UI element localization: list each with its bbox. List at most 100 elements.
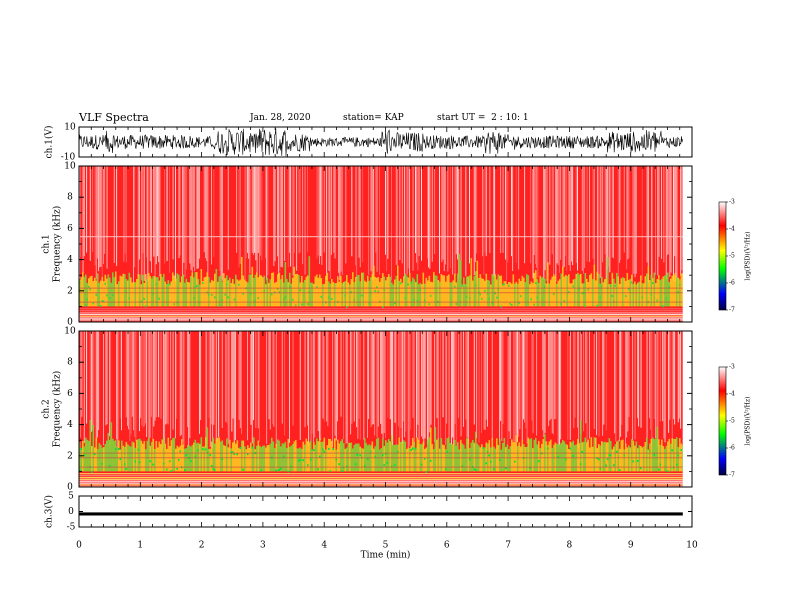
spectrogram-ch1-streak (319, 166, 320, 264)
spectrogram-ch1-lowband (583, 283, 585, 307)
spectrogram-ch1-lowband-spot (508, 284, 510, 287)
spectrogram-ch1-lowband (97, 273, 99, 307)
spectrogram-ch1-lowband (595, 280, 597, 307)
spectrogram-ch2-lowband (658, 439, 660, 472)
spectrogram-ch2-streak (176, 331, 178, 419)
spectrogram-ch1-lowband (103, 281, 105, 307)
spectrogram-ch2-lowband (185, 448, 188, 472)
spectrogram-ch2-streak (98, 331, 100, 430)
spectrogram-ch1-lowband (571, 283, 573, 307)
spectrogram-ch1-lowband (599, 283, 602, 307)
spectrogram-ch1-lowband (326, 272, 329, 307)
spectrogram-ch1-lowband (488, 280, 491, 307)
spectrogram-ch2-freq-line (79, 476, 683, 479)
spectrogram-ch2-lowband (224, 446, 227, 472)
spectrogram-ch1-lowband-spot (530, 298, 532, 301)
spectrogram-ch1-lowband-spot (665, 297, 667, 300)
spectrogram-ch1-streak (265, 166, 266, 259)
spectrogram-ch2-lowband (110, 422, 113, 472)
spectrogram-ch2-lowband (613, 446, 615, 472)
spectrogram-ch2-streak (417, 331, 419, 425)
spectrogram-ch1-lowband (131, 282, 134, 307)
spectrogram-ch2-streak (586, 331, 588, 444)
spectrogram-ch2-streak (638, 331, 640, 427)
spectrogram-ch2-lowband-spot (616, 450, 618, 453)
spectrogram-ch1-streak (607, 166, 608, 271)
spectrogram-ch2-lowband-spot (275, 469, 277, 472)
spectrogram-ch2-lowband-spot (359, 454, 361, 457)
spectrogram-ch1-lowband (347, 282, 350, 307)
spectrogram-ch1-streak (530, 166, 532, 264)
spectrogram-ch1-streak (100, 166, 102, 267)
spectrogram-ch1-streak (279, 166, 281, 271)
spectrogram-ch2-lowband (587, 439, 590, 472)
spectrogram-ch1-streak (604, 166, 606, 255)
spectrogram-ch2-streak (381, 331, 383, 434)
spectrogram-ch2-lowband (88, 440, 90, 472)
spectrogram-ch1-lowband-spot (404, 296, 406, 299)
spectrogram-ch2-lowband (140, 440, 143, 472)
spectrogram-ch2-streak (164, 331, 166, 444)
spectrogram-ch1-lowband (199, 284, 201, 307)
spectrogram-ch2-lowband (257, 440, 260, 472)
spectrogram-ch2-streak (416, 331, 418, 438)
spectrogram-ch1-lowband (530, 281, 533, 307)
spectrogram-ch2-lowband (646, 437, 648, 472)
spectrogram-ch1-lowband-spot (104, 282, 106, 285)
spectrogram-ch2-streak (345, 331, 347, 444)
time-axis (78, 127, 693, 527)
spectrogram-ch1-lowband-spot (488, 298, 490, 300)
spectrogram-ch2-lowband-spot (280, 467, 282, 470)
spectrogram-ch2-colorbar-tick-label: -4 (729, 391, 735, 398)
spectrogram-ch1-lowband (152, 276, 155, 307)
spectrogram-ch1-lowband (641, 283, 644, 307)
spectrogram-ch2-lowband (209, 448, 212, 472)
spectrogram-ch1-lowband (674, 273, 677, 307)
spectrogram-ch1-lowband-spot (277, 287, 279, 290)
spectrogram-ch2-streak (451, 331, 452, 445)
spectrogram-ch1-streak (247, 166, 248, 253)
spectrogram-ch2-lowband (274, 448, 276, 472)
spectrogram-ch1-lowband (580, 273, 582, 307)
spectrogram-ch2-streak (143, 331, 145, 427)
spectrogram-ch1-streak (106, 166, 108, 269)
spectrogram-ch2-lowband (458, 449, 461, 472)
spectrogram-ch2-streak (573, 331, 575, 428)
spectrogram-ch1-lowband-spot (394, 302, 396, 305)
spectrogram-ch2-lowband (586, 442, 588, 472)
spectrogram-ch2-colorbar-tick-label: -7 (729, 472, 735, 479)
spectrogram-ch2-lowband-spot (610, 454, 612, 457)
spectrogram-ch1-lowband (404, 273, 407, 307)
spectrogram-ch1-lowband (386, 277, 389, 307)
spectrogram-ch1-lowband (419, 282, 422, 307)
spectrogram-ch1-streak (421, 166, 422, 261)
spectrogram-ch1-streak (489, 166, 491, 254)
spectrogram-ch1-streak (439, 166, 440, 274)
spectrogram-ch1-streak (277, 166, 278, 257)
spectrogram-ch1-lowband (262, 277, 264, 307)
spectrogram-ch2-lowband (130, 446, 132, 472)
spectrogram-ch2-lowband (85, 437, 87, 472)
spectrogram-ch2-lowband (229, 439, 231, 472)
spectrogram-ch2-lowband (607, 442, 609, 472)
spectrogram-ch2-lowband (334, 438, 336, 472)
spectrogram-ch1-streak (290, 166, 292, 267)
spectrogram-ch1-lowband (508, 282, 510, 307)
spectrogram-ch1-lowband (248, 274, 251, 307)
spectrogram-ch2-lowband (236, 440, 239, 472)
spectrogram-ch1-lowband (388, 274, 390, 307)
spectrogram-ch2-lowband (539, 448, 542, 472)
spectrogram-ch2-lowband (352, 448, 354, 472)
spectrogram-ch1-streak (261, 166, 263, 261)
spectrogram-ch2-lowband (181, 439, 183, 472)
spectrogram-ch2-lowband-spot (673, 466, 675, 469)
spectrogram-ch1-streak (620, 166, 622, 261)
spectrogram-ch2-streak (580, 331, 582, 435)
spectrogram-ch2-lowband (344, 448, 347, 472)
spectrogram-ch1-streak (260, 166, 262, 256)
spectrogram-ch1-lowband (193, 277, 195, 307)
spectrogram-ch2-streak (211, 331, 212, 425)
spectrogram-ch2-colorbar-tick-label: -6 (729, 445, 735, 452)
spectrogram-ch2-lowband (611, 449, 614, 472)
spectrogram-ch2-streak (232, 331, 234, 419)
